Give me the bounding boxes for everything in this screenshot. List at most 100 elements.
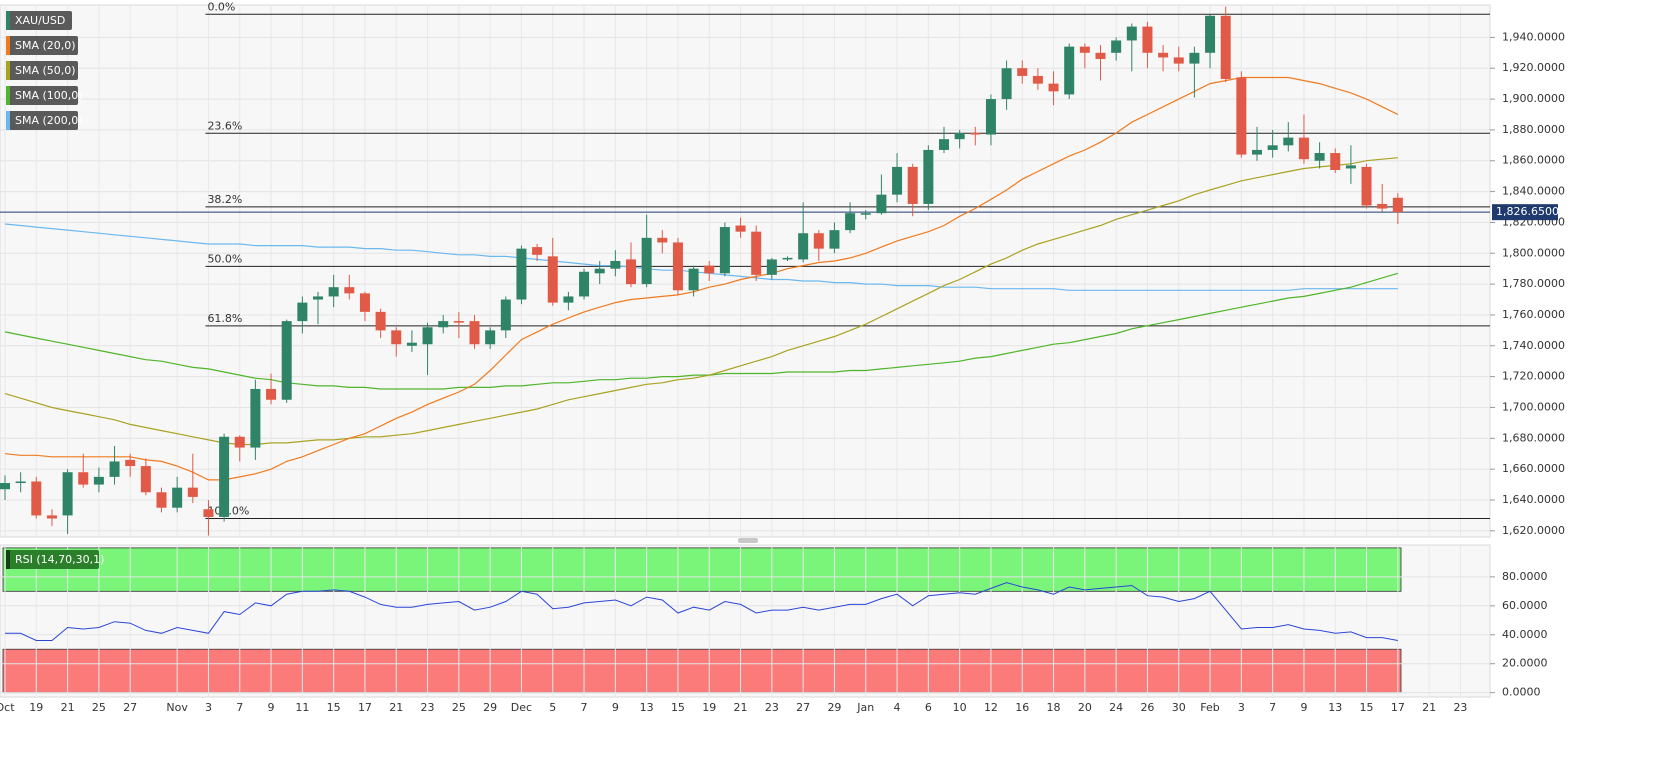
x-tick-label: 13 (1328, 701, 1342, 714)
x-tick-label: 25 (452, 701, 466, 714)
candle-body (172, 487, 183, 508)
candle-body (798, 233, 809, 260)
y-tick-label: 40.0000 (1502, 628, 1548, 641)
y-tick-label: 1,800.0000 (1502, 246, 1565, 259)
candle-body (0, 483, 10, 490)
legend-box (6, 11, 72, 30)
candle-body (1158, 52, 1169, 58)
candle-body (1377, 203, 1388, 209)
sma-line (4, 76, 1399, 481)
x-tick-label: 21 (389, 701, 403, 714)
y-tick-label: 1,640.0000 (1502, 493, 1565, 506)
candle-body (954, 132, 965, 140)
candle-body (187, 487, 198, 497)
y-tick-label: 80.0000 (1502, 570, 1548, 583)
candle-body (813, 233, 824, 249)
x-tick-label: 19 (702, 701, 716, 714)
candle-body (125, 459, 136, 467)
sma-line (4, 272, 1399, 390)
candle-body (46, 515, 57, 519)
candle-body (1032, 75, 1043, 84)
y-tick-label: 1,760.0000 (1502, 308, 1565, 321)
legend-label: SMA (100,0) (15, 89, 83, 102)
candle-body (1361, 166, 1372, 206)
x-tick-label: 4 (894, 701, 901, 714)
candle-body (688, 268, 699, 291)
candle-body (939, 139, 949, 150)
candle-body (140, 466, 151, 493)
candle-body (579, 271, 590, 297)
candle-body (15, 481, 26, 484)
panel-resize-handle[interactable] (738, 538, 758, 543)
candle-body (547, 256, 558, 303)
candle-body (641, 237, 652, 285)
y-tick-label: 1,840.0000 (1502, 185, 1565, 198)
x-tick-label: 30 (1172, 701, 1186, 714)
x-tick-label: 23 (1453, 701, 1467, 714)
candle-body (1330, 153, 1341, 170)
y-tick-label: 1,920.0000 (1502, 61, 1565, 74)
x-tick-label: 10 (953, 701, 967, 714)
y-tick-label: 1,680.0000 (1502, 431, 1565, 444)
candle-body (438, 321, 449, 328)
candle-body (375, 311, 386, 331)
x-tick-label: Jan (856, 701, 874, 714)
x-tick-label: 27 (796, 701, 810, 714)
y-tick-label: 1,880.0000 (1502, 123, 1565, 136)
candle-body (719, 227, 730, 274)
y-tick-label: 1,940.0000 (1502, 30, 1565, 43)
rsi-zone (2, 547, 1402, 592)
candle-body (359, 293, 370, 312)
candle-body (313, 296, 323, 300)
x-tick-label: 7 (236, 701, 243, 714)
candle-body (1001, 68, 1012, 100)
x-tick-label: Nov (166, 701, 188, 714)
candle-body (328, 287, 339, 297)
legend-label: SMA (50,0) (15, 64, 76, 77)
candle-body (469, 321, 480, 345)
candle-body (344, 287, 355, 294)
candle-body (31, 481, 42, 516)
candle-body (892, 166, 903, 195)
x-tick-label: 20 (1078, 701, 1092, 714)
candle-body (1314, 153, 1325, 161)
candle-body (735, 225, 746, 232)
x-tick-label: 7 (581, 701, 588, 714)
candle-body (203, 509, 214, 517)
candle-body (626, 259, 636, 285)
candle-body (1220, 15, 1231, 80)
y-tick-label: 1,720.0000 (1502, 370, 1565, 383)
sma-line (4, 223, 1398, 291)
candle-body (829, 230, 840, 249)
fib-label: 38.2% (207, 193, 242, 206)
x-tick-label: 3 (205, 701, 212, 714)
candle-body (1252, 149, 1262, 155)
x-tick-label: 27 (123, 701, 137, 714)
x-tick-label: 25 (92, 701, 106, 714)
candle-body (657, 237, 668, 243)
candle-body (1048, 83, 1059, 92)
x-tick-label: 16 (1015, 701, 1029, 714)
legend-swatch (6, 11, 10, 30)
candle-body (923, 149, 934, 204)
fib-label: 50.0% (207, 252, 242, 265)
candle-body (876, 194, 887, 214)
rsi-zone (2, 648, 1402, 694)
candle-body (1267, 145, 1278, 150)
x-tick-label: 9 (1300, 701, 1307, 714)
legend-swatch (6, 61, 10, 80)
candle-body (985, 99, 996, 135)
candle-body (1173, 57, 1184, 64)
x-tick-label: 15 (327, 701, 341, 714)
fib-label: 23.6% (207, 119, 242, 132)
candle-body (1142, 26, 1153, 53)
x-tick-label: 21 (734, 701, 748, 714)
x-tick-label: 15 (671, 701, 685, 714)
legend-box (6, 111, 78, 130)
x-tick-label: 9 (268, 701, 275, 714)
candle-body (970, 132, 981, 135)
rsi-legend-label: RSI (14,70,30,1) (15, 553, 104, 566)
candle-body (281, 321, 292, 400)
x-tick-label: 29 (483, 701, 497, 714)
candle-body (766, 259, 777, 275)
